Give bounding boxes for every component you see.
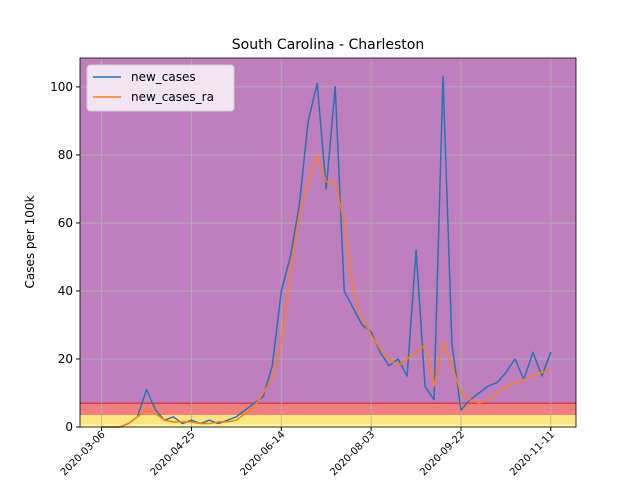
band [80,415,576,425]
chart-title: South Carolina - Charleston [232,37,424,53]
plot-frame [79,57,577,428]
y-tick-label: 80 [58,148,73,162]
band [80,403,576,416]
legend-box [86,64,235,112]
band [80,58,576,404]
y-tick-label: 20 [58,352,73,366]
y-tick-label: 100 [50,80,73,94]
y-tick-label: 40 [58,284,73,298]
series-line [101,75,552,428]
legend-label: new_cases [131,70,196,84]
series-line [101,154,552,428]
band [80,424,576,427]
y-axis-label: Cases per 100k [23,195,37,288]
legend-label: new_cases_ra [131,90,214,104]
y-tick-label: 60 [58,216,73,230]
y-tick-label: 0 [65,420,73,434]
